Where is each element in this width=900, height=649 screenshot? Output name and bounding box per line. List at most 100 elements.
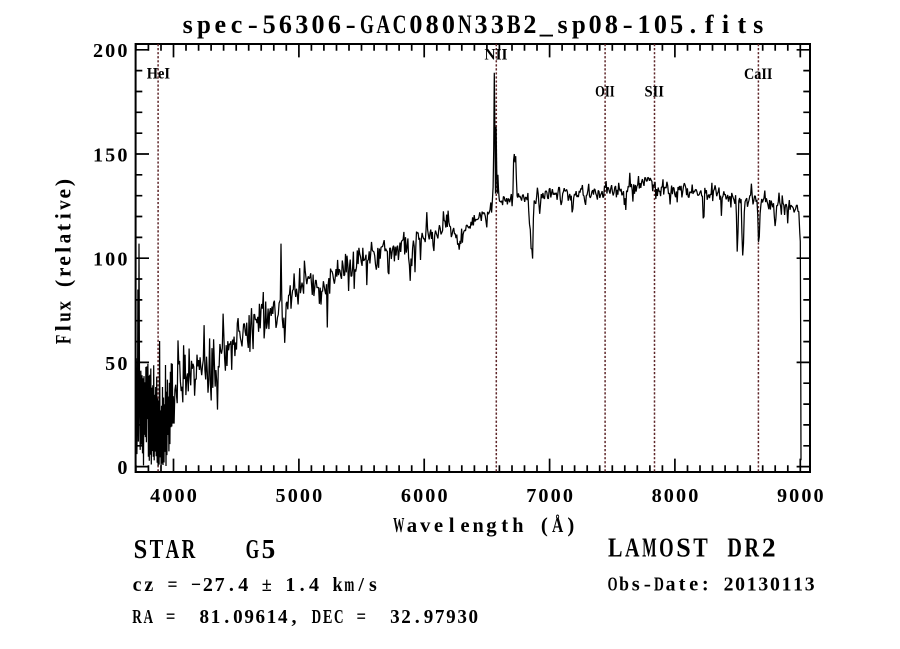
svg-text:.: .	[300, 574, 305, 596]
svg-text:7: 7	[435, 606, 445, 628]
svg-text:2: 2	[762, 532, 776, 563]
svg-text:0: 0	[300, 485, 310, 507]
svg-text:0: 0	[233, 606, 243, 628]
svg-text:,: ,	[291, 606, 296, 628]
svg-text:v: v	[420, 514, 431, 537]
svg-text:): )	[50, 179, 75, 186]
svg-text:A: A	[143, 606, 153, 628]
svg-text:a: a	[666, 574, 676, 596]
svg-text:e: e	[50, 189, 75, 199]
svg-text:1: 1	[747, 574, 757, 596]
svg-text:0: 0	[409, 10, 422, 39]
svg-text:R: R	[132, 606, 142, 628]
svg-text:e: e	[689, 574, 698, 596]
svg-text:E: E	[323, 606, 333, 628]
svg-text:8: 8	[605, 10, 618, 39]
svg-text:.: .	[690, 10, 697, 39]
svg-text:0: 0	[117, 40, 127, 62]
svg-text:6: 6	[328, 10, 341, 39]
svg-text:A: A	[625, 532, 640, 563]
svg-text:p: p	[197, 10, 211, 39]
svg-text:R: R	[182, 533, 196, 564]
svg-text:5: 5	[105, 144, 115, 166]
svg-text:-: -	[346, 10, 356, 39]
svg-text:s: s	[753, 10, 763, 39]
svg-text:9: 9	[244, 606, 254, 628]
svg-text:s: s	[183, 10, 193, 39]
svg-text:0: 0	[437, 485, 447, 507]
svg-text:Å: Å	[552, 514, 563, 537]
svg-text:0: 0	[117, 249, 127, 271]
svg-text:OII: OII	[595, 84, 615, 101]
svg-text:D: D	[312, 606, 322, 628]
svg-text:−: −	[191, 574, 201, 596]
svg-text:3: 3	[390, 606, 400, 628]
svg-text:L: L	[608, 532, 623, 563]
svg-text:-: -	[644, 574, 651, 596]
svg-text:p: p	[572, 10, 586, 39]
svg-text:0: 0	[105, 249, 115, 271]
svg-text:(: (	[50, 280, 75, 287]
svg-text:M: M	[642, 532, 657, 563]
svg-text:0: 0	[688, 485, 698, 507]
svg-text:.: .	[415, 606, 420, 628]
svg-text:0: 0	[654, 10, 667, 39]
svg-text:1: 1	[285, 574, 295, 596]
svg-text:v: v	[50, 200, 75, 210]
svg-text:m: m	[344, 574, 354, 596]
svg-text:8: 8	[426, 10, 439, 39]
svg-text:4: 4	[150, 485, 160, 507]
svg-text:T: T	[693, 532, 708, 563]
svg-text:l: l	[50, 247, 75, 253]
svg-text:0: 0	[425, 485, 435, 507]
svg-text:0: 0	[288, 485, 298, 507]
svg-text:e: e	[214, 10, 226, 39]
svg-text:0: 0	[175, 485, 185, 507]
svg-text:e: e	[434, 514, 443, 537]
svg-text:-: -	[623, 10, 633, 39]
svg-text:0: 0	[801, 485, 811, 507]
svg-text:s: s	[632, 574, 640, 596]
svg-text:1: 1	[211, 606, 221, 628]
svg-text:l: l	[449, 514, 455, 537]
svg-text:1: 1	[782, 574, 792, 596]
svg-text:0: 0	[735, 574, 745, 596]
svg-text:c: c	[133, 574, 142, 596]
svg-text:e: e	[50, 256, 75, 266]
svg-text:k: k	[333, 574, 344, 596]
svg-text:5: 5	[670, 10, 683, 39]
svg-text:3: 3	[295, 10, 308, 39]
svg-text:C: C	[393, 10, 407, 39]
svg-text:0: 0	[117, 144, 127, 166]
svg-text:a: a	[407, 514, 418, 537]
svg-text:3: 3	[491, 10, 504, 39]
svg-text:S: S	[134, 533, 148, 564]
svg-text:R: R	[744, 532, 759, 563]
svg-text:0: 0	[563, 485, 573, 507]
svg-text:r: r	[50, 267, 75, 277]
svg-text:5: 5	[263, 10, 276, 39]
svg-text:T: T	[150, 533, 164, 564]
svg-text:z: z	[144, 574, 153, 596]
svg-text:9: 9	[424, 606, 434, 628]
svg-text:2: 2	[401, 606, 411, 628]
svg-text:0: 0	[312, 485, 322, 507]
svg-text:0: 0	[413, 485, 423, 507]
svg-text:t: t	[501, 514, 508, 537]
svg-text:t: t	[679, 574, 686, 596]
svg-text:S: S	[676, 532, 691, 563]
svg-text:=: =	[167, 574, 177, 596]
svg-text:f: f	[705, 10, 714, 39]
svg-text:G: G	[246, 533, 260, 564]
svg-text:c: c	[231, 10, 243, 39]
svg-text:6: 6	[401, 485, 411, 507]
svg-text:0: 0	[117, 457, 127, 479]
svg-text:): )	[567, 514, 574, 537]
svg-text:N: N	[458, 10, 472, 39]
svg-text:s: s	[369, 574, 377, 596]
svg-text:0: 0	[442, 10, 455, 39]
svg-text:2: 2	[724, 574, 734, 596]
svg-text:3: 3	[475, 10, 488, 39]
svg-text:1: 1	[93, 249, 103, 271]
svg-text:0: 0	[589, 10, 602, 39]
